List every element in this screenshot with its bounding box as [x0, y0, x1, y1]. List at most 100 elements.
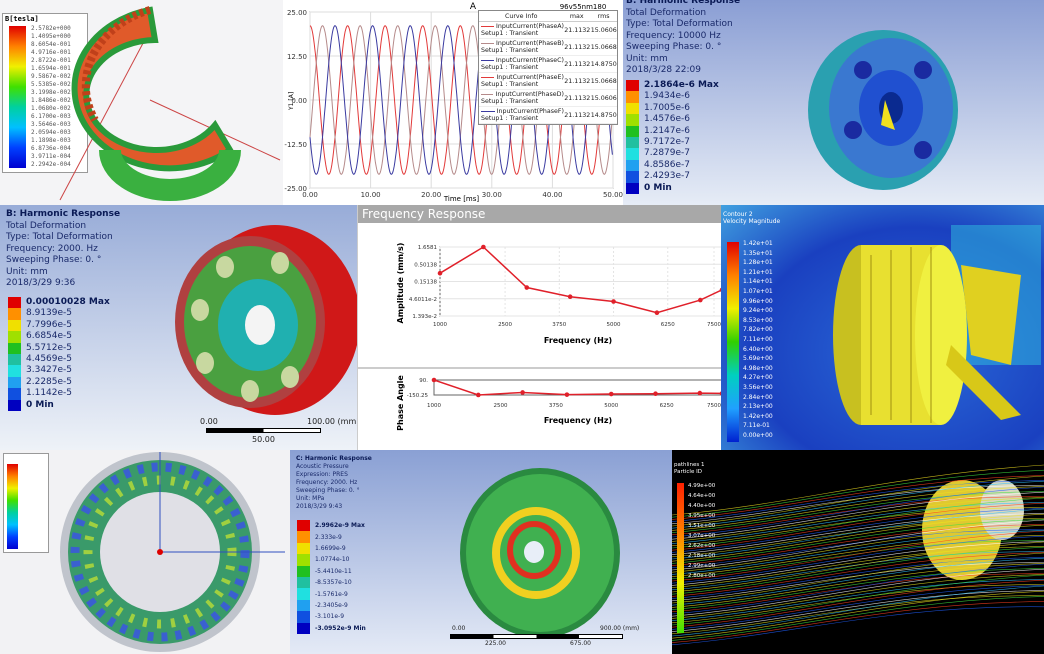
pathline: [672, 519, 1044, 564]
pathline-legend-value: 3.95e+00: [688, 513, 716, 519]
info-line: Sweeping Phase: 0. °: [296, 487, 360, 494]
velocity-legend-value: 2.13e+00: [743, 403, 773, 411]
pathline: [672, 535, 1044, 577]
frequency-response-plots: 1.6581 0.50138 0.15138 4.6011e-2 1.393e-2 100…: [358, 243, 721, 431]
legend-value: 2.333e-9: [315, 533, 342, 541]
y-tick-label: 4.6011e-2: [409, 297, 437, 303]
velocity-color-bar: [727, 242, 739, 442]
legend-swatch: [8, 353, 21, 366]
flux-legend-value: 4.9716e-001: [31, 49, 71, 56]
legend-value: 1.1142e-5: [26, 388, 73, 399]
x-tick-label: 3750: [549, 403, 563, 409]
scale-bar: 0.00 100.00 (mm) 50.00: [200, 417, 357, 449]
phase-point: [653, 391, 658, 397]
scale-bar-graphic: [206, 428, 321, 433]
amplitude-point: [611, 299, 616, 304]
pathline: [672, 480, 1044, 522]
legend-swatch: [297, 599, 310, 612]
pathline: [672, 568, 1044, 610]
legend-row: 2.333e-9: [297, 531, 366, 543]
legend-swatch: [8, 342, 21, 354]
flux-legend-value: 2.0594e-003: [31, 129, 71, 136]
velocity-legend-value: 9.24e+00: [743, 307, 773, 315]
legend-series-name: InputCurrent(PhaseF): [496, 108, 564, 115]
legend-value: 0 Min: [644, 182, 672, 193]
phase-point: [476, 392, 481, 398]
x-axis-label: Frequency (Hz): [544, 416, 612, 425]
flux-legend-value: 1.4095e+000: [31, 33, 71, 40]
legend-row: InputCurrent(PhaseE) Setup1 : Transient 21…: [479, 73, 617, 90]
flux-legend-value: 1.8486e-002: [31, 97, 71, 104]
velocity-legend-value: 1.07e+01: [743, 287, 773, 295]
velocity-legend-value: 1.35e+01: [743, 249, 773, 257]
info-line: B: Harmonic Response: [626, 0, 741, 6]
y-tick-label: -12.50: [284, 141, 307, 149]
legend-row: 2.4293e-7: [626, 171, 719, 183]
legend-series-name: InputCurrent(PhaseE): [496, 74, 564, 81]
legend-swatch: [297, 588, 310, 600]
legend-value: -1.5761e-9: [315, 590, 348, 598]
pathline: [672, 486, 1044, 538]
legend-value: 3.3427e-5: [26, 365, 73, 376]
legend-curve-name: InputCurrent(PhaseE): [481, 74, 564, 81]
pathline: [672, 524, 1044, 566]
pathline: [672, 507, 1044, 547]
legend-value: 1.0774e-10: [315, 556, 350, 564]
legend-row: 2.9962e-9 Max: [297, 520, 366, 532]
legend-row: 4.4569e-5: [8, 353, 110, 366]
legend-header-rms: rms: [597, 12, 610, 20]
scale-right: 100.00 (mm): [307, 417, 357, 426]
legend-value: -8.5357e-10: [315, 579, 352, 587]
pathline: [672, 541, 1044, 586]
x-tick-label: 2500: [493, 403, 507, 409]
y-tick-label: -25.00: [284, 185, 307, 193]
scale-b: 675.00: [570, 640, 591, 647]
legend-swatch: [626, 102, 639, 115]
wheel-model: [808, 30, 958, 190]
frequency-response-panel: Frequency Response 1.6581 0.50138 0.15138 4…: [357, 205, 721, 450]
x-tick-label: 6250: [661, 322, 675, 328]
x-tick-label: 1000: [433, 322, 447, 328]
legend-max: 21.1132: [564, 111, 591, 119]
legend-header-max: max: [569, 12, 584, 20]
pathline-legend-value: 2.80e+00: [688, 573, 716, 579]
legend-value: 1.7005e-6: [644, 102, 691, 113]
phase-current-chart: 25.00 12.50 0.00 -12.50 -25.00 0.00 10.00 20.00…: [283, 0, 623, 205]
info-line: 2018/3/29 9:36: [6, 278, 76, 288]
pathline: [672, 491, 1044, 540]
pathline: [672, 606, 1044, 646]
pathline: [672, 585, 1044, 630]
pathline: [672, 480, 1044, 529]
flux-legend-value: 2.2942e-004: [31, 161, 71, 168]
scale-left: 0.00: [452, 625, 466, 632]
legend-swatch: [626, 125, 639, 137]
legend-value: 2.4293e-7: [644, 171, 691, 182]
acoustic-disk-model: [460, 468, 620, 638]
legend-row: InputCurrent(PhaseF) Setup1 : Transient 21…: [479, 107, 617, 124]
legend-curve: InputCurrent(PhaseF) Setup1 : Transient: [479, 108, 564, 122]
amplitude-point: [698, 297, 703, 303]
velocity-legend-value: 1.28e+01: [743, 259, 773, 267]
legend-value: -3.101e-9: [315, 613, 345, 621]
info-line: Frequency: 2000. Hz: [296, 479, 358, 486]
info-line: Sweeping Phase: 0. °: [626, 42, 722, 52]
y-tick-label: 0.00: [291, 97, 307, 105]
legend-row: 6.6854e-5: [8, 331, 110, 343]
pathline: [672, 579, 1044, 628]
legend-swatch: [626, 159, 639, 172]
legend-row: InputCurrent(PhaseD) Setup1 : Transient 21…: [479, 90, 617, 107]
legend-max: 21.1132: [564, 43, 591, 51]
legend-row: -8.5357e-10: [297, 576, 366, 589]
legend-row: -1.5761e-9: [297, 588, 366, 600]
legend-value: 6.6854e-5: [26, 331, 73, 342]
pathline: [672, 541, 1044, 593]
legend-swatch: [8, 297, 21, 309]
legend-value: 0.00010028 Max: [26, 297, 110, 307]
legend-max: 21.1132: [564, 77, 591, 85]
legend-swatch: [297, 565, 310, 577]
pathline-legend-value: 4.99e+00: [688, 483, 716, 489]
y-tick-label: 90.: [419, 378, 428, 384]
legend-row: 8.9139e-5: [8, 308, 110, 320]
info-line: Type: Total Deformation: [6, 232, 113, 242]
legend-row: -5.4410e-11: [297, 565, 366, 577]
